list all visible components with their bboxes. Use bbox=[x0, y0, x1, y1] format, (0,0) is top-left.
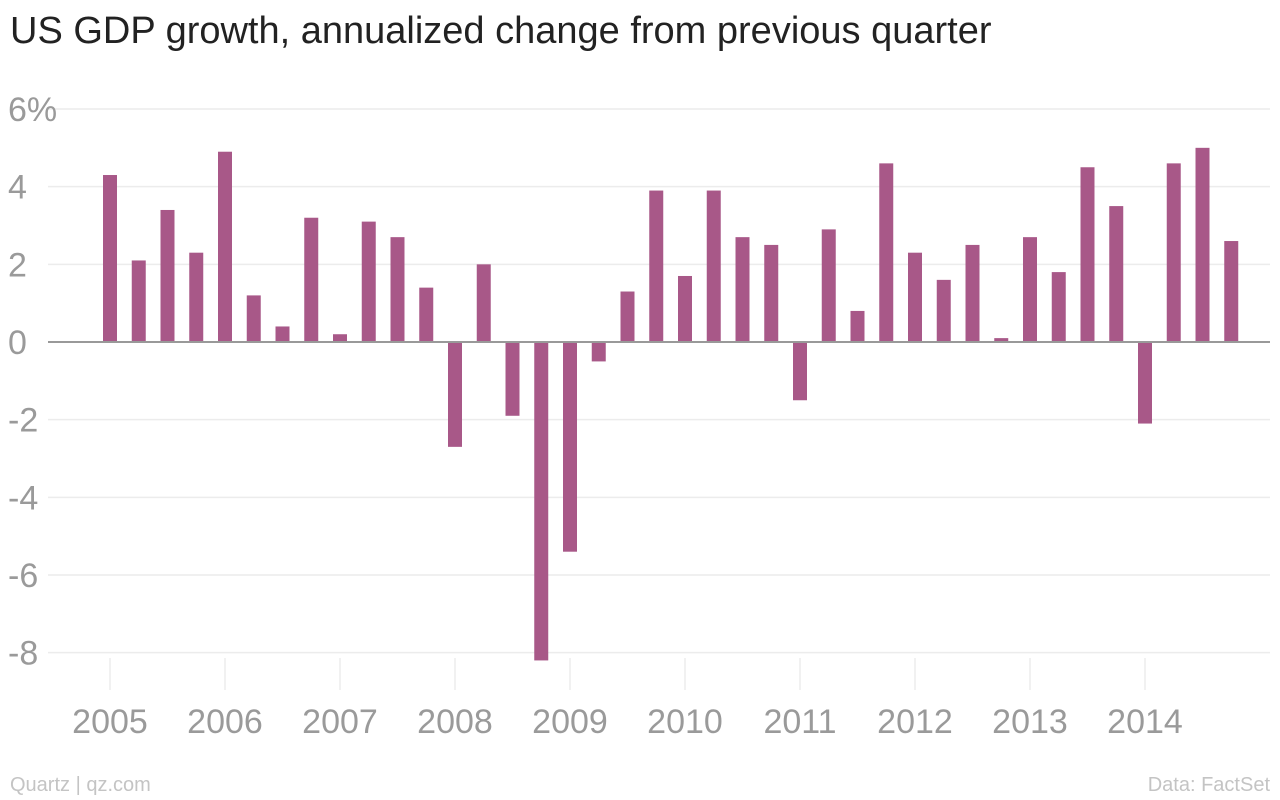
x-tick-label: 2007 bbox=[302, 703, 378, 741]
bar: 2005 Q1 bbox=[103, 175, 117, 342]
x-tick-label: 2010 bbox=[647, 703, 723, 741]
bar: 2014 Q3 bbox=[1195, 147, 1210, 342]
bar: 2008 Q1 bbox=[448, 342, 462, 447]
bar: 2011 Q3 bbox=[850, 310, 865, 342]
bar: 2005 Q2 bbox=[131, 260, 146, 342]
x-tick-label: 2006 bbox=[187, 703, 263, 741]
bar: 2006 Q1 bbox=[218, 151, 232, 342]
source-credit: Quartz | qz.com bbox=[10, 774, 151, 796]
y-tick-label: -2 bbox=[8, 402, 38, 440]
bar: 2007 Q1 bbox=[333, 334, 347, 342]
y-axis-tick-labels: 6% 4 2 0 -2 -4 -6 -8 bbox=[8, 91, 57, 673]
x-tick-label: 2013 bbox=[992, 703, 1068, 741]
y-tick-label: 0 bbox=[8, 324, 27, 362]
bar: 2010 Q1 bbox=[678, 275, 692, 342]
bar: 2007 Q3 bbox=[390, 237, 405, 342]
bar: 2012 Q1 bbox=[908, 252, 922, 342]
bar: 2006 Q3 bbox=[275, 326, 290, 342]
bar: 2009 Q4 bbox=[649, 190, 664, 342]
bar: 2009 Q3 bbox=[620, 291, 635, 342]
bar: 2006 Q2 bbox=[246, 295, 261, 342]
bar: 2007 Q4 bbox=[419, 287, 434, 342]
bar: 2014 Q1 bbox=[1138, 342, 1152, 424]
bar: 2009 Q2 bbox=[591, 342, 606, 362]
bar: 2010 Q4 bbox=[764, 244, 779, 342]
x-tick-label: 2012 bbox=[877, 703, 953, 741]
chart-title: US GDP growth, annualized change from pr… bbox=[10, 10, 992, 52]
bar: 2013 Q3 bbox=[1080, 167, 1095, 342]
x-axis-tick-labels: 2005 2006 2007 2008 2009 2010 2011 2012 2013 2014 bbox=[72, 658, 1183, 741]
bar: 2005 Q4 bbox=[189, 252, 204, 342]
x-tick-label: 2014 bbox=[1107, 703, 1183, 741]
bar: 2007 Q2 bbox=[361, 221, 376, 342]
bars: 2005 Q1 2005 Q2 2005 Q3 2005 Q4 2006 Q1 2006 … bbox=[103, 147, 1239, 661]
bar: 2012 Q2 bbox=[936, 279, 951, 342]
bar: 2011 Q2 bbox=[821, 229, 836, 342]
y-tick-label: 6% bbox=[8, 91, 57, 129]
bar: 2011 Q1 bbox=[793, 342, 807, 401]
bar: 2005 Q3 bbox=[160, 209, 175, 342]
y-tick-label: -6 bbox=[8, 557, 38, 595]
bar: 2008 Q3 bbox=[505, 342, 520, 416]
bar: 2006 Q4 bbox=[304, 217, 319, 342]
x-tick-label: 2009 bbox=[532, 703, 608, 741]
bar: 2012 Q3 bbox=[965, 244, 980, 342]
x-tick-label: 2008 bbox=[417, 703, 493, 741]
y-tick-label: -4 bbox=[8, 479, 38, 517]
y-tick-label: -8 bbox=[8, 635, 38, 673]
bar: 2009 Q1 bbox=[563, 342, 577, 552]
bar: 2013 Q2 bbox=[1051, 272, 1066, 342]
bar: 2010 Q2 bbox=[706, 190, 721, 342]
bar: 2013 Q4 bbox=[1109, 206, 1124, 342]
bar: 2011 Q4 bbox=[879, 163, 894, 342]
bar: 2014 Q4 bbox=[1224, 241, 1239, 342]
bar: 2010 Q3 bbox=[735, 237, 750, 342]
bar: 2008 Q4 bbox=[534, 342, 549, 661]
bar: 2008 Q2 bbox=[476, 264, 491, 342]
y-tick-label: 2 bbox=[8, 246, 27, 284]
bar: 2013 Q1 bbox=[1023, 237, 1037, 342]
x-tick-label: 2005 bbox=[72, 703, 148, 741]
bar: 2012 Q4 bbox=[994, 338, 1009, 342]
x-tick-label: 2011 bbox=[763, 703, 836, 741]
data-source: Data: FactSet bbox=[1147, 774, 1270, 796]
y-tick-label: 4 bbox=[8, 169, 27, 207]
bar: 2014 Q2 bbox=[1166, 163, 1181, 342]
